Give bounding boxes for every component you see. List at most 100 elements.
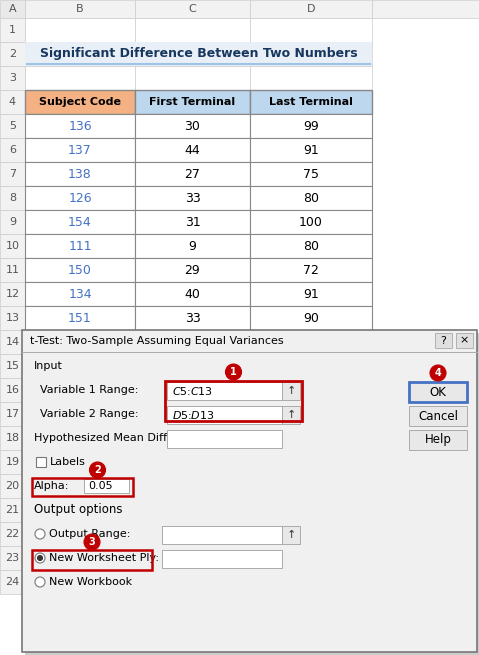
Text: D: D [307, 4, 315, 14]
Bar [0, 474, 25, 498]
Bar [25, 234, 135, 258]
Bar [250, 234, 372, 258]
Bar [0, 282, 25, 306]
Bar [0, 114, 25, 138]
Bar [25, 210, 135, 234]
Text: ↑: ↑ [286, 530, 296, 540]
Text: 99: 99 [303, 119, 319, 132]
Bar [25, 402, 135, 426]
Text: 30: 30 [184, 119, 200, 132]
Bar [250, 282, 372, 306]
Text: 1: 1 [9, 25, 16, 35]
Bar [250, 330, 372, 354]
Bar [250, 0, 372, 18]
Bar [167, 430, 282, 448]
Text: 0.05: 0.05 [88, 481, 113, 491]
Text: 20: 20 [5, 481, 20, 491]
Text: ×: × [460, 335, 469, 345]
Bar [250, 498, 372, 522]
Bar [0, 354, 25, 378]
Bar [25, 90, 135, 114]
Bar [0, 402, 25, 426]
Bar [135, 522, 250, 546]
Text: t-Test: Two-Sample Assuming Equal Variances: t-Test: Two-Sample Assuming Equal Varian… [30, 336, 284, 346]
Bar [250, 186, 372, 210]
Bar [250, 90, 372, 114]
Text: Subject Code: Subject Code [39, 97, 121, 107]
Text: 11: 11 [5, 265, 20, 275]
Bar [25, 114, 135, 138]
Bar [250, 474, 372, 498]
Text: 33: 33 [184, 191, 200, 204]
Bar [250, 306, 372, 330]
Text: 134: 134 [68, 288, 92, 301]
Bar [25, 138, 135, 162]
Bar [135, 570, 250, 594]
Bar [25, 330, 135, 354]
Bar [25, 498, 135, 522]
Text: Output options: Output options [34, 504, 123, 517]
Bar [250, 162, 372, 186]
Text: Input: Input [34, 361, 63, 371]
Text: 2: 2 [9, 49, 16, 59]
Bar [0, 258, 25, 282]
Bar [372, 0, 479, 18]
Text: 6: 6 [9, 145, 16, 155]
Bar [0, 570, 25, 594]
Bar [25, 66, 135, 90]
Text: 90: 90 [303, 312, 319, 324]
Bar [135, 402, 250, 426]
Text: 8: 8 [9, 193, 16, 203]
Circle shape [37, 555, 43, 561]
Bar [25, 522, 135, 546]
Text: 10: 10 [5, 241, 20, 251]
Bar [135, 546, 250, 570]
Text: 138: 138 [68, 168, 92, 181]
Text: A: A [9, 4, 16, 14]
Text: 18: 18 [5, 433, 20, 443]
Bar [282, 382, 300, 400]
Text: 23: 23 [5, 553, 20, 563]
Text: 24: 24 [5, 577, 20, 587]
Text: 80: 80 [303, 240, 319, 252]
Text: Significant Difference Between Two Numbers: Significant Difference Between Two Numbe… [40, 48, 357, 60]
Text: 44: 44 [184, 143, 200, 157]
Text: 150: 150 [68, 263, 92, 276]
Text: 12: 12 [5, 289, 20, 299]
Bar [25, 306, 135, 330]
Bar [135, 474, 250, 498]
Circle shape [430, 365, 446, 381]
Bar [25, 426, 135, 450]
Bar [282, 526, 300, 544]
Text: New Workbook: New Workbook [49, 577, 132, 587]
Bar [25, 258, 135, 282]
Bar [135, 138, 250, 162]
Bar [25, 282, 135, 306]
Text: 9: 9 [189, 240, 196, 252]
Text: 3: 3 [89, 537, 95, 547]
Circle shape [84, 534, 100, 550]
Text: 4: 4 [434, 368, 441, 378]
Bar [0, 66, 25, 90]
Bar [135, 162, 250, 186]
Bar [0, 546, 25, 570]
Bar [25, 210, 135, 234]
Text: 21: 21 [5, 505, 20, 515]
Text: 5: 5 [9, 121, 16, 131]
Bar [409, 430, 467, 450]
Bar [25, 186, 135, 210]
Text: 136: 136 [68, 119, 92, 132]
Bar [135, 0, 250, 18]
Bar [135, 282, 250, 306]
Text: 22: 22 [5, 529, 20, 539]
Text: Help: Help [424, 434, 451, 447]
Text: Last Terminal: Last Terminal [269, 97, 353, 107]
Bar [25, 546, 135, 570]
Text: 75: 75 [303, 168, 319, 181]
Bar [25, 378, 135, 402]
Bar [250, 522, 372, 546]
Bar [250, 114, 372, 138]
Text: $C$5:$C$13: $C$5:$C$13 [172, 385, 213, 397]
Text: 27: 27 [184, 168, 200, 181]
Bar [167, 406, 282, 424]
